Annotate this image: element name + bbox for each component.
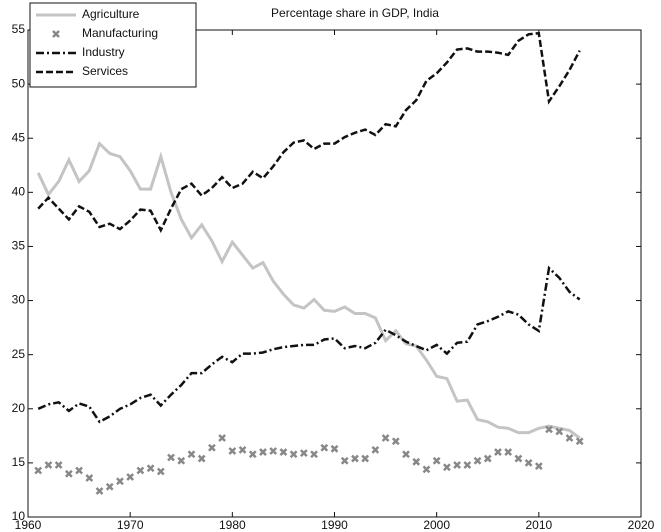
series-line [36, 140, 581, 440]
marker [524, 459, 533, 467]
x-tick-label: 1960 [15, 518, 42, 532]
legend: Agriculture Manufacturing Industry Services [29, 2, 197, 88]
marker [534, 462, 543, 471]
marker [208, 443, 216, 452]
y-tick-label: 10 [12, 509, 26, 523]
marker [310, 450, 318, 459]
marker [361, 454, 370, 463]
y-tick-label: 50 [12, 76, 26, 90]
marker [402, 450, 410, 459]
legend-label: Agriculture [82, 7, 140, 21]
marker [453, 461, 461, 469]
marker [54, 461, 63, 469]
marker [156, 467, 165, 476]
marker [238, 446, 247, 454]
marker [259, 448, 267, 456]
marker [187, 450, 196, 459]
marker [442, 463, 451, 472]
marker [146, 464, 155, 473]
legend-label: Manufacturing [82, 26, 158, 40]
series-line [37, 265, 581, 424]
marker [299, 449, 308, 458]
marker [575, 437, 584, 446]
x-tick-label: 1970 [117, 518, 144, 532]
marker [545, 425, 553, 434]
y-tick-label: 20 [12, 401, 26, 415]
marker [381, 434, 390, 442]
chart-title: Percentage share in GDP, India [271, 6, 439, 20]
marker [167, 453, 175, 462]
marker [463, 461, 472, 469]
marker [64, 469, 73, 478]
legend-label: Industry [82, 45, 125, 59]
y-tick-label: 25 [12, 347, 26, 361]
marker [177, 456, 186, 465]
legend-label: Services [82, 64, 128, 78]
marker [412, 457, 421, 466]
marker [340, 456, 349, 465]
marker [555, 427, 564, 436]
y-tick-label: 35 [12, 239, 26, 253]
x-tick-label: 1980 [219, 518, 246, 532]
marker [483, 454, 492, 463]
x-tick-label: 2000 [423, 518, 450, 532]
marker [116, 477, 124, 486]
series-line [37, 31, 581, 234]
marker [514, 454, 523, 463]
marker [126, 473, 135, 481]
marker [391, 437, 400, 446]
marker [351, 454, 359, 463]
marker [504, 448, 513, 456]
marker [565, 434, 574, 442]
marker [34, 466, 43, 475]
x-tick-label: 2010 [525, 518, 552, 532]
x-tick-label: 1990 [321, 518, 348, 532]
marker [248, 450, 257, 459]
marker [371, 446, 380, 454]
marker [422, 465, 431, 474]
y-tick-label: 40 [12, 185, 26, 199]
marker [320, 443, 329, 452]
marker [75, 466, 83, 475]
legend-marker [52, 30, 60, 38]
marker [432, 456, 441, 465]
marker [279, 448, 288, 456]
y-tick-label: 55 [12, 22, 26, 36]
marker [44, 461, 53, 469]
marker [494, 448, 502, 456]
y-tick-label: 30 [12, 293, 26, 307]
marker [136, 466, 145, 475]
marker [197, 454, 206, 463]
marker [473, 456, 482, 465]
y-tick-label: 45 [12, 130, 26, 144]
marker [105, 482, 114, 491]
marker [269, 447, 278, 455]
marker [218, 434, 227, 442]
x-tick-label: 2020 [628, 518, 655, 532]
marker [330, 444, 339, 453]
marker [95, 487, 104, 495]
marker [228, 447, 237, 455]
marker [289, 450, 298, 459]
marker [85, 474, 94, 482]
y-tick-label: 15 [12, 455, 26, 469]
